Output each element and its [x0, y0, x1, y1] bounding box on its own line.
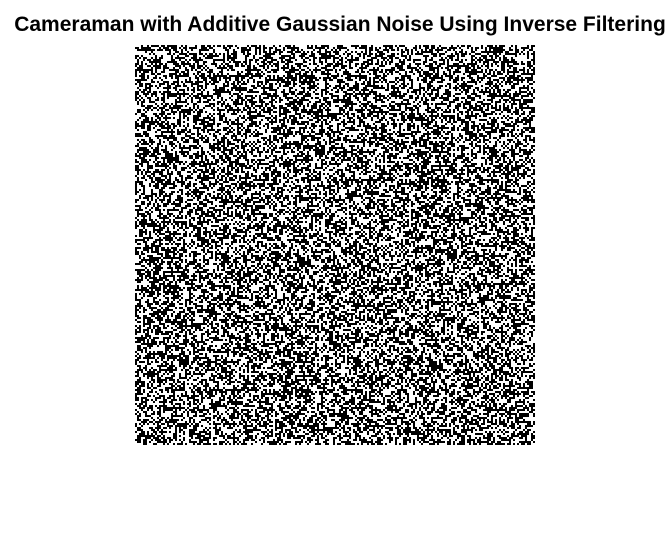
noise-image	[135, 45, 535, 445]
figure-title: Cameraman with Additive Gaussian Noise U…	[14, 13, 666, 36]
image-axes	[135, 45, 535, 445]
